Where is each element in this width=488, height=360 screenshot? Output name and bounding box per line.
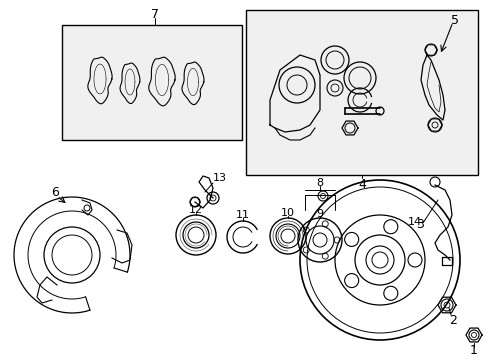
Text: 10: 10 — [281, 208, 294, 218]
Text: 7: 7 — [151, 9, 159, 22]
Text: 8: 8 — [316, 178, 323, 188]
Text: 11: 11 — [236, 210, 249, 220]
Bar — [62, 25, 242, 140]
Circle shape — [375, 107, 383, 115]
Text: 2: 2 — [448, 314, 456, 327]
Text: 4: 4 — [357, 179, 365, 192]
Text: 9: 9 — [316, 209, 323, 219]
Text: 6: 6 — [51, 186, 59, 199]
Text: 12: 12 — [188, 205, 203, 215]
Text: 3: 3 — [415, 219, 423, 231]
Text: 13: 13 — [213, 173, 226, 183]
Bar — [245, 10, 477, 175]
Text: 14: 14 — [407, 217, 421, 227]
Text: 5: 5 — [450, 13, 458, 27]
Text: 1: 1 — [469, 343, 477, 356]
